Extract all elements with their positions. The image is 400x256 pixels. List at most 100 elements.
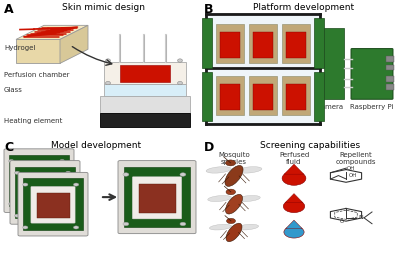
FancyBboxPatch shape bbox=[220, 32, 240, 58]
FancyBboxPatch shape bbox=[31, 186, 75, 223]
Text: O: O bbox=[340, 219, 344, 224]
Circle shape bbox=[9, 159, 14, 163]
FancyBboxPatch shape bbox=[9, 155, 69, 206]
Text: Raspberry Pi: Raspberry Pi bbox=[350, 104, 394, 110]
Circle shape bbox=[178, 81, 182, 85]
FancyBboxPatch shape bbox=[286, 84, 306, 110]
Circle shape bbox=[226, 218, 236, 224]
Circle shape bbox=[123, 222, 129, 226]
Circle shape bbox=[106, 59, 110, 62]
Polygon shape bbox=[60, 25, 88, 63]
FancyBboxPatch shape bbox=[216, 76, 244, 115]
Circle shape bbox=[66, 171, 71, 174]
FancyBboxPatch shape bbox=[23, 175, 67, 211]
Ellipse shape bbox=[237, 167, 262, 173]
FancyBboxPatch shape bbox=[124, 167, 190, 227]
Ellipse shape bbox=[209, 224, 232, 230]
FancyBboxPatch shape bbox=[118, 161, 196, 234]
Circle shape bbox=[74, 183, 79, 186]
Circle shape bbox=[284, 226, 304, 238]
FancyBboxPatch shape bbox=[282, 24, 310, 63]
FancyBboxPatch shape bbox=[286, 32, 306, 58]
FancyBboxPatch shape bbox=[10, 161, 80, 224]
FancyBboxPatch shape bbox=[386, 56, 394, 62]
FancyBboxPatch shape bbox=[15, 167, 75, 218]
Text: Camera: Camera bbox=[316, 104, 344, 110]
FancyBboxPatch shape bbox=[220, 84, 240, 110]
FancyBboxPatch shape bbox=[202, 72, 212, 121]
Ellipse shape bbox=[236, 224, 259, 230]
Ellipse shape bbox=[236, 196, 260, 201]
FancyBboxPatch shape bbox=[253, 32, 273, 58]
Circle shape bbox=[60, 159, 65, 163]
Polygon shape bbox=[206, 14, 320, 124]
FancyBboxPatch shape bbox=[386, 65, 394, 70]
Polygon shape bbox=[285, 194, 303, 202]
Circle shape bbox=[106, 81, 110, 85]
Text: B: B bbox=[204, 3, 214, 16]
Text: Heating element: Heating element bbox=[4, 118, 62, 124]
FancyBboxPatch shape bbox=[351, 49, 393, 99]
Text: OH: OH bbox=[346, 166, 355, 170]
Ellipse shape bbox=[206, 167, 231, 173]
Text: Screening capabilities: Screening capabilities bbox=[260, 141, 360, 150]
FancyBboxPatch shape bbox=[253, 84, 273, 110]
Text: N: N bbox=[358, 215, 363, 220]
FancyBboxPatch shape bbox=[386, 76, 394, 82]
Ellipse shape bbox=[226, 194, 242, 214]
FancyBboxPatch shape bbox=[386, 84, 394, 90]
Circle shape bbox=[15, 214, 20, 217]
Text: Perfusion chamber: Perfusion chamber bbox=[4, 72, 70, 78]
Text: Repellent
compounds: Repellent compounds bbox=[336, 152, 376, 165]
Circle shape bbox=[226, 189, 236, 195]
Circle shape bbox=[15, 171, 20, 174]
FancyBboxPatch shape bbox=[138, 184, 176, 213]
FancyBboxPatch shape bbox=[282, 76, 310, 115]
FancyBboxPatch shape bbox=[202, 18, 212, 68]
Text: C: C bbox=[4, 141, 13, 154]
Circle shape bbox=[66, 214, 71, 217]
Circle shape bbox=[178, 59, 182, 62]
Polygon shape bbox=[120, 65, 170, 82]
Text: A: A bbox=[4, 3, 14, 16]
Polygon shape bbox=[16, 39, 60, 63]
Text: Mosquito
species: Mosquito species bbox=[218, 152, 250, 165]
Circle shape bbox=[23, 183, 28, 186]
Text: Glass: Glass bbox=[4, 87, 23, 93]
Polygon shape bbox=[286, 220, 302, 229]
Circle shape bbox=[23, 226, 28, 229]
FancyBboxPatch shape bbox=[249, 76, 277, 115]
FancyBboxPatch shape bbox=[249, 24, 277, 63]
Circle shape bbox=[123, 173, 129, 176]
Polygon shape bbox=[100, 113, 190, 127]
Text: Skin mimic design: Skin mimic design bbox=[62, 3, 146, 12]
Circle shape bbox=[282, 171, 306, 185]
FancyBboxPatch shape bbox=[4, 149, 74, 212]
FancyBboxPatch shape bbox=[17, 163, 61, 200]
Text: Hydrogel: Hydrogel bbox=[4, 45, 35, 51]
Circle shape bbox=[226, 160, 236, 166]
Text: OH: OH bbox=[348, 173, 357, 178]
Ellipse shape bbox=[208, 196, 232, 201]
FancyBboxPatch shape bbox=[36, 193, 70, 218]
FancyBboxPatch shape bbox=[216, 24, 244, 63]
Polygon shape bbox=[104, 62, 186, 84]
Circle shape bbox=[180, 222, 186, 226]
Text: Platform development: Platform development bbox=[254, 3, 354, 12]
Circle shape bbox=[9, 202, 14, 206]
FancyBboxPatch shape bbox=[314, 72, 324, 121]
Polygon shape bbox=[16, 25, 88, 39]
Ellipse shape bbox=[226, 223, 242, 242]
Ellipse shape bbox=[225, 165, 243, 186]
Text: Perfused
fluid: Perfused fluid bbox=[279, 152, 309, 165]
FancyBboxPatch shape bbox=[18, 172, 88, 236]
Circle shape bbox=[283, 200, 305, 213]
Circle shape bbox=[74, 226, 79, 229]
Text: Model development: Model development bbox=[51, 141, 141, 150]
FancyBboxPatch shape bbox=[132, 177, 182, 219]
Polygon shape bbox=[284, 164, 304, 174]
Polygon shape bbox=[104, 84, 186, 96]
Text: D: D bbox=[204, 141, 214, 154]
FancyBboxPatch shape bbox=[23, 178, 83, 230]
FancyBboxPatch shape bbox=[314, 18, 324, 68]
